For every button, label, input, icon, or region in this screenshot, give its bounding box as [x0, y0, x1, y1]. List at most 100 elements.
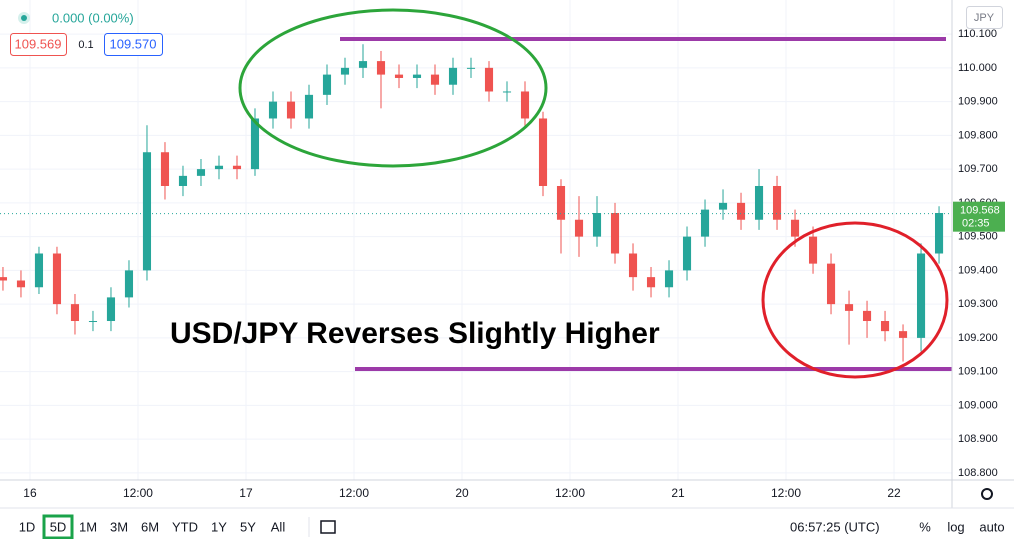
candle-body — [700, 209, 710, 237]
candle-body — [664, 270, 674, 288]
candle-body — [844, 304, 854, 311]
date-range-icon[interactable] — [320, 520, 336, 534]
candle-body — [16, 280, 26, 288]
status-dot — [21, 15, 27, 21]
y-tick-label: 109.300 — [958, 298, 998, 310]
scale-option[interactable]: log — [947, 519, 964, 534]
range-button[interactable]: 1D — [19, 519, 36, 534]
active-range-box[interactable] — [42, 514, 74, 539]
price-tag-countdown: 02:35 — [962, 218, 990, 230]
candle-body — [772, 185, 782, 220]
x-tick-label: 12:00 — [771, 486, 801, 500]
ask-box[interactable] — [104, 33, 163, 56]
candle-body — [736, 202, 746, 220]
candle-body — [376, 61, 386, 75]
range-button[interactable]: 6M — [141, 519, 159, 534]
highlight-ellipse — [238, 8, 548, 168]
x-tick-label: 21 — [671, 486, 685, 500]
change: 0.000 (0.00%) — [52, 10, 134, 25]
range-button[interactable]: 1Y — [211, 519, 227, 534]
candle-body — [790, 219, 800, 237]
candle-body — [880, 321, 890, 332]
candle-body — [826, 263, 836, 305]
y-tick-label: 108.900 — [958, 433, 998, 445]
candle-body — [304, 94, 314, 119]
candle-body — [574, 219, 584, 237]
candle-body — [610, 212, 620, 254]
candle-body — [502, 91, 512, 93]
y-tick-label: 109.500 — [958, 231, 998, 243]
x-tick-label: 12:00 — [339, 486, 369, 500]
range-button[interactable]: 5Y — [240, 519, 256, 534]
candle-body — [862, 310, 872, 322]
y-tick-label: 109.800 — [958, 129, 998, 141]
range-button[interactable]: YTD — [172, 519, 198, 534]
clock: 06:57:25 (UTC) — [790, 519, 880, 534]
y-tick-label: 109.100 — [958, 366, 998, 378]
candle-body — [448, 67, 458, 85]
y-tick-label: 109.900 — [958, 96, 998, 108]
candle-body — [646, 277, 656, 288]
candle-body — [322, 74, 332, 95]
range-button[interactable]: All — [271, 519, 286, 534]
candle-body — [556, 185, 566, 220]
x-tick-label: 20 — [455, 486, 469, 500]
ask[interactable]: 109.570 — [110, 36, 157, 51]
y-tick-label: 109.200 — [958, 332, 998, 344]
chart-title: USD/JPY Reverses Slightly Higher — [170, 317, 660, 350]
range-button[interactable]: 1M — [79, 519, 97, 534]
currency-box[interactable] — [966, 6, 1003, 29]
candle-body — [718, 202, 728, 210]
candle-body — [394, 74, 404, 78]
candle-body — [160, 152, 170, 186]
candle-body — [250, 118, 260, 170]
candle-body — [88, 321, 98, 323]
candle-body — [358, 61, 368, 68]
candle-body — [520, 91, 530, 119]
candle-body — [232, 165, 242, 170]
candle-body — [916, 253, 926, 338]
candle-body — [412, 74, 422, 78]
currency[interactable]: JPY — [974, 12, 995, 24]
x-tick-label: 12:00 — [555, 486, 585, 500]
candle-body — [538, 118, 548, 186]
range-button[interactable]: 3M — [110, 519, 128, 534]
candle-body — [934, 212, 944, 254]
candle-body — [268, 101, 278, 119]
candle-body — [430, 74, 440, 85]
candle-body — [898, 331, 908, 338]
candle-body — [106, 297, 116, 322]
y-tick-label: 109.700 — [958, 163, 998, 175]
y-tick-label: 109.000 — [958, 399, 998, 411]
bid[interactable]: 109.569 — [15, 36, 62, 51]
x-tick-label: 22 — [887, 486, 901, 500]
scale-option[interactable]: auto — [979, 519, 1004, 534]
candle-body — [592, 212, 602, 237]
candle-body — [466, 67, 476, 69]
candle-body — [142, 152, 152, 271]
candle-body — [214, 165, 224, 170]
highlight-ellipse — [761, 221, 949, 379]
candle-body — [286, 101, 296, 119]
candle-body — [52, 253, 62, 305]
range-button[interactable]: 5D — [50, 519, 67, 534]
candle-body — [70, 304, 80, 322]
candle-body — [34, 253, 44, 288]
price-tag-value: 109.568 — [960, 205, 1000, 217]
x-tick-label: 12:00 — [123, 486, 153, 500]
candle-body — [124, 270, 134, 298]
candle-body — [178, 175, 188, 186]
bid-box[interactable] — [10, 33, 67, 56]
settings-icon[interactable] — [981, 488, 993, 500]
y-tick-label: 108.800 — [958, 467, 998, 479]
candle-body — [0, 277, 8, 281]
candle-body — [682, 236, 692, 271]
price-axis-bg — [952, 0, 1014, 480]
x-tick-label: 17 — [239, 486, 253, 500]
candle-body — [808, 236, 818, 264]
y-tick-label: 110.000 — [958, 62, 997, 74]
y-tick-label: 110.100 — [958, 28, 997, 40]
scale-option[interactable]: % — [919, 519, 931, 534]
candle-body — [196, 169, 206, 176]
